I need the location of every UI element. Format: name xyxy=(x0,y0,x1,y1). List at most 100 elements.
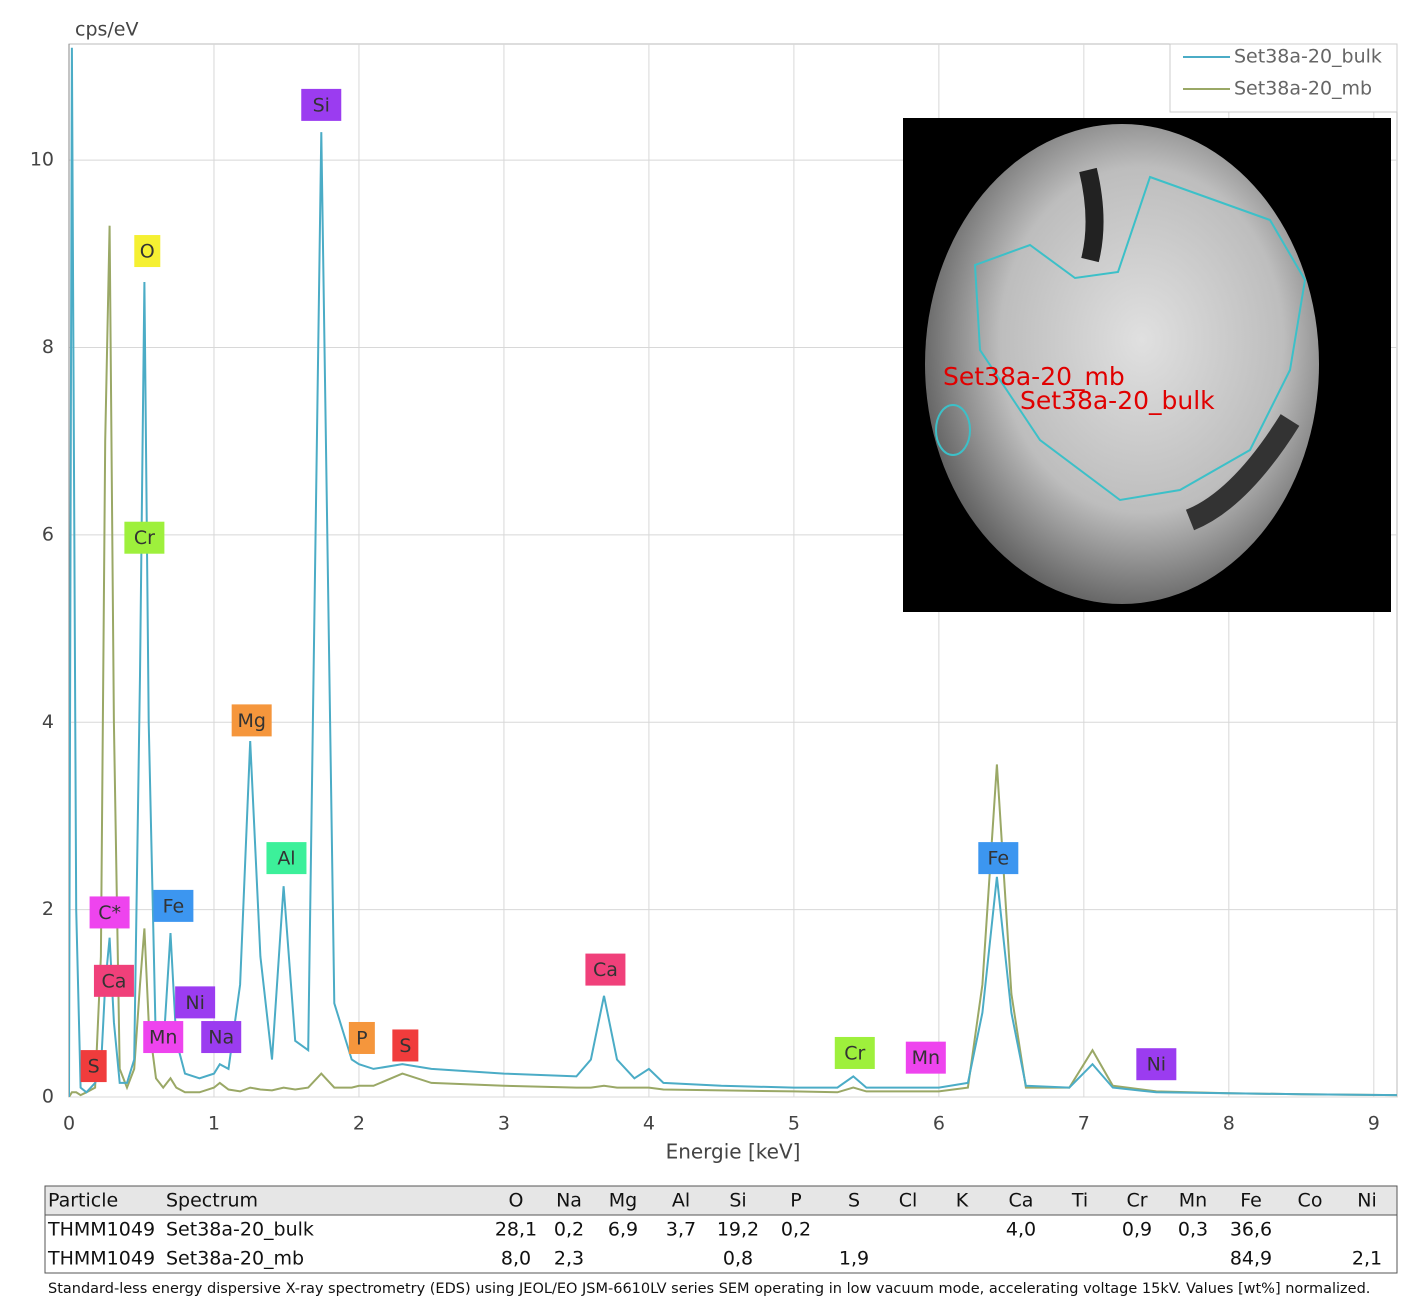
table-cell: Cl xyxy=(899,1190,918,1212)
element-label-box xyxy=(89,896,130,929)
element-label-box xyxy=(905,1041,946,1074)
element-label-box xyxy=(231,704,272,737)
x-tick-label: 1 xyxy=(208,1113,220,1135)
element-label: Mn xyxy=(912,1047,940,1069)
table-cell: Fe xyxy=(1240,1190,1262,1212)
table-cell: 0,8 xyxy=(723,1248,753,1270)
y-tick-label: 0 xyxy=(42,1086,54,1108)
element-label: Ca xyxy=(593,959,618,981)
y-tick-label: 8 xyxy=(42,336,54,358)
table-cell: Ca xyxy=(1009,1190,1034,1212)
table-cell: 3,7 xyxy=(666,1219,696,1241)
element-label-box xyxy=(834,1036,875,1069)
x-tick-label: 7 xyxy=(1078,1113,1090,1135)
table-cell: 1,9 xyxy=(839,1248,869,1270)
table-cell: Na xyxy=(556,1190,582,1212)
table-cell: K xyxy=(956,1190,969,1212)
table-cell: Spectrum xyxy=(166,1190,258,1212)
table-cell: Mn xyxy=(1179,1190,1207,1212)
table-cell: Co xyxy=(1298,1190,1323,1212)
y-tick-label: 10 xyxy=(30,149,54,171)
table-cell: 8,0 xyxy=(501,1248,531,1270)
table-cell: 28,1 xyxy=(495,1219,537,1241)
table-cell: Set38a-20_mb xyxy=(166,1248,304,1270)
x-tick-label: 3 xyxy=(498,1113,510,1135)
table-cell: Al xyxy=(672,1190,690,1212)
y-tick-label: 6 xyxy=(42,523,54,545)
table-cell: Cr xyxy=(1126,1190,1147,1212)
element-label: Si xyxy=(313,94,330,116)
y-axis-label: cps/eV xyxy=(75,19,139,41)
series-line xyxy=(69,47,1397,1097)
table-cell: Ni xyxy=(1357,1190,1377,1212)
sem-image: Set38a-20_mb Set38a-20_bulk xyxy=(903,118,1391,612)
annotations: S Ca C* O Cr Fe Ni Mn Na Mg Al Si P S Ca Cr Mn Fe Ni xyxy=(80,88,1177,1083)
x-tick-label: 5 xyxy=(788,1113,800,1135)
element-label: Fe xyxy=(163,895,185,917)
element-label: Ca xyxy=(101,970,126,992)
element-label: Mg xyxy=(237,710,265,732)
element-label: P xyxy=(356,1027,367,1049)
table-cell: P xyxy=(790,1190,801,1212)
element-label: Na xyxy=(208,1027,234,1049)
element-label-box xyxy=(124,521,165,554)
table-body-border xyxy=(44,1214,1398,1274)
element-label: S xyxy=(399,1035,411,1057)
image-label: Set38a-20_bulk xyxy=(1020,386,1215,415)
legend-box xyxy=(1169,43,1398,113)
element-label-box xyxy=(134,235,161,268)
y-tick-label: 4 xyxy=(42,711,54,733)
table-cell: Particle xyxy=(48,1190,118,1212)
table-cell: 84,9 xyxy=(1230,1248,1272,1270)
table-cell: THMM1049 xyxy=(47,1219,155,1241)
x-tick-label: 9 xyxy=(1368,1113,1380,1135)
x-tick-label: 0 xyxy=(63,1113,75,1135)
x-tick-label: 8 xyxy=(1223,1113,1235,1135)
element-label-box xyxy=(301,88,342,121)
table-cell: S xyxy=(848,1190,860,1212)
table-cell: THMM1049 xyxy=(47,1248,155,1270)
crack xyxy=(1185,414,1300,531)
table-cell: 19,2 xyxy=(717,1219,759,1241)
element-label-box xyxy=(978,842,1019,875)
element-label-box xyxy=(93,964,134,997)
particle xyxy=(925,124,1319,604)
element-label-box xyxy=(175,986,216,1019)
x-axis-label: Energie [keV] xyxy=(666,1140,801,1164)
element-label: Mn xyxy=(149,1027,177,1049)
series-group xyxy=(69,47,1397,1097)
element-label-box xyxy=(1136,1048,1177,1081)
element-label: Fe xyxy=(988,848,1010,870)
legend: Set38a-20_bulk Set38a-20_mb xyxy=(1169,43,1398,113)
table-cell: 2,1 xyxy=(1352,1248,1382,1270)
table-cell: 0,3 xyxy=(1178,1219,1208,1241)
table-cell: 0,9 xyxy=(1122,1219,1152,1241)
element-label-box xyxy=(153,889,194,922)
caption: Standard-less energy dispersive X-ray sp… xyxy=(48,1281,1370,1297)
crack xyxy=(1079,167,1104,263)
x-tick-label: 4 xyxy=(643,1113,655,1135)
mb-region xyxy=(935,404,971,456)
table-cell: 0,2 xyxy=(781,1219,811,1241)
element-label: Ni xyxy=(185,992,205,1014)
element-label-box xyxy=(348,1021,375,1054)
y-tick-label: 2 xyxy=(42,898,54,920)
element-label: Cr xyxy=(844,1042,865,1064)
table-cell: 6,9 xyxy=(608,1219,638,1241)
legend-label: Set38a-20_mb xyxy=(1234,78,1372,100)
element-label-box xyxy=(266,842,307,875)
element-label: O xyxy=(140,241,155,263)
element-label-box xyxy=(585,953,626,986)
x-tick-label: 6 xyxy=(933,1113,945,1135)
element-label: S xyxy=(88,1056,100,1078)
table-cell: Set38a-20_bulk xyxy=(166,1219,314,1241)
table-cell: Mg xyxy=(609,1190,637,1212)
element-label-box xyxy=(201,1021,242,1054)
element-label-box xyxy=(143,1021,184,1054)
table-cell: 2,3 xyxy=(554,1248,584,1270)
x-tick-label: 2 xyxy=(353,1113,365,1135)
bulk-region xyxy=(973,175,1307,502)
element-label: Cr xyxy=(134,527,155,549)
